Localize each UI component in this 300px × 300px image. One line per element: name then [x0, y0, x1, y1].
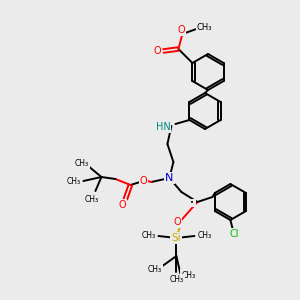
Text: CH₃: CH₃ [74, 158, 88, 167]
Text: O: O [140, 176, 147, 186]
Text: •: • [190, 200, 194, 206]
Text: CH₃: CH₃ [169, 275, 184, 284]
Text: HN: HN [156, 122, 170, 132]
Text: CH₃: CH₃ [197, 232, 212, 241]
Text: Cl: Cl [230, 229, 239, 239]
Text: O: O [174, 217, 181, 227]
Text: CH₃: CH₃ [181, 271, 196, 280]
Text: CH₃: CH₃ [66, 176, 80, 185]
Text: Si: Si [172, 233, 181, 243]
Text: O: O [154, 46, 161, 56]
Text: N: N [165, 173, 174, 183]
Text: CH₃: CH₃ [147, 265, 161, 274]
Text: CH₃: CH₃ [197, 22, 212, 32]
Text: CH₃: CH₃ [141, 232, 155, 241]
Text: O: O [178, 25, 185, 35]
Text: O: O [118, 200, 126, 210]
Text: CH₃: CH₃ [84, 194, 98, 203]
